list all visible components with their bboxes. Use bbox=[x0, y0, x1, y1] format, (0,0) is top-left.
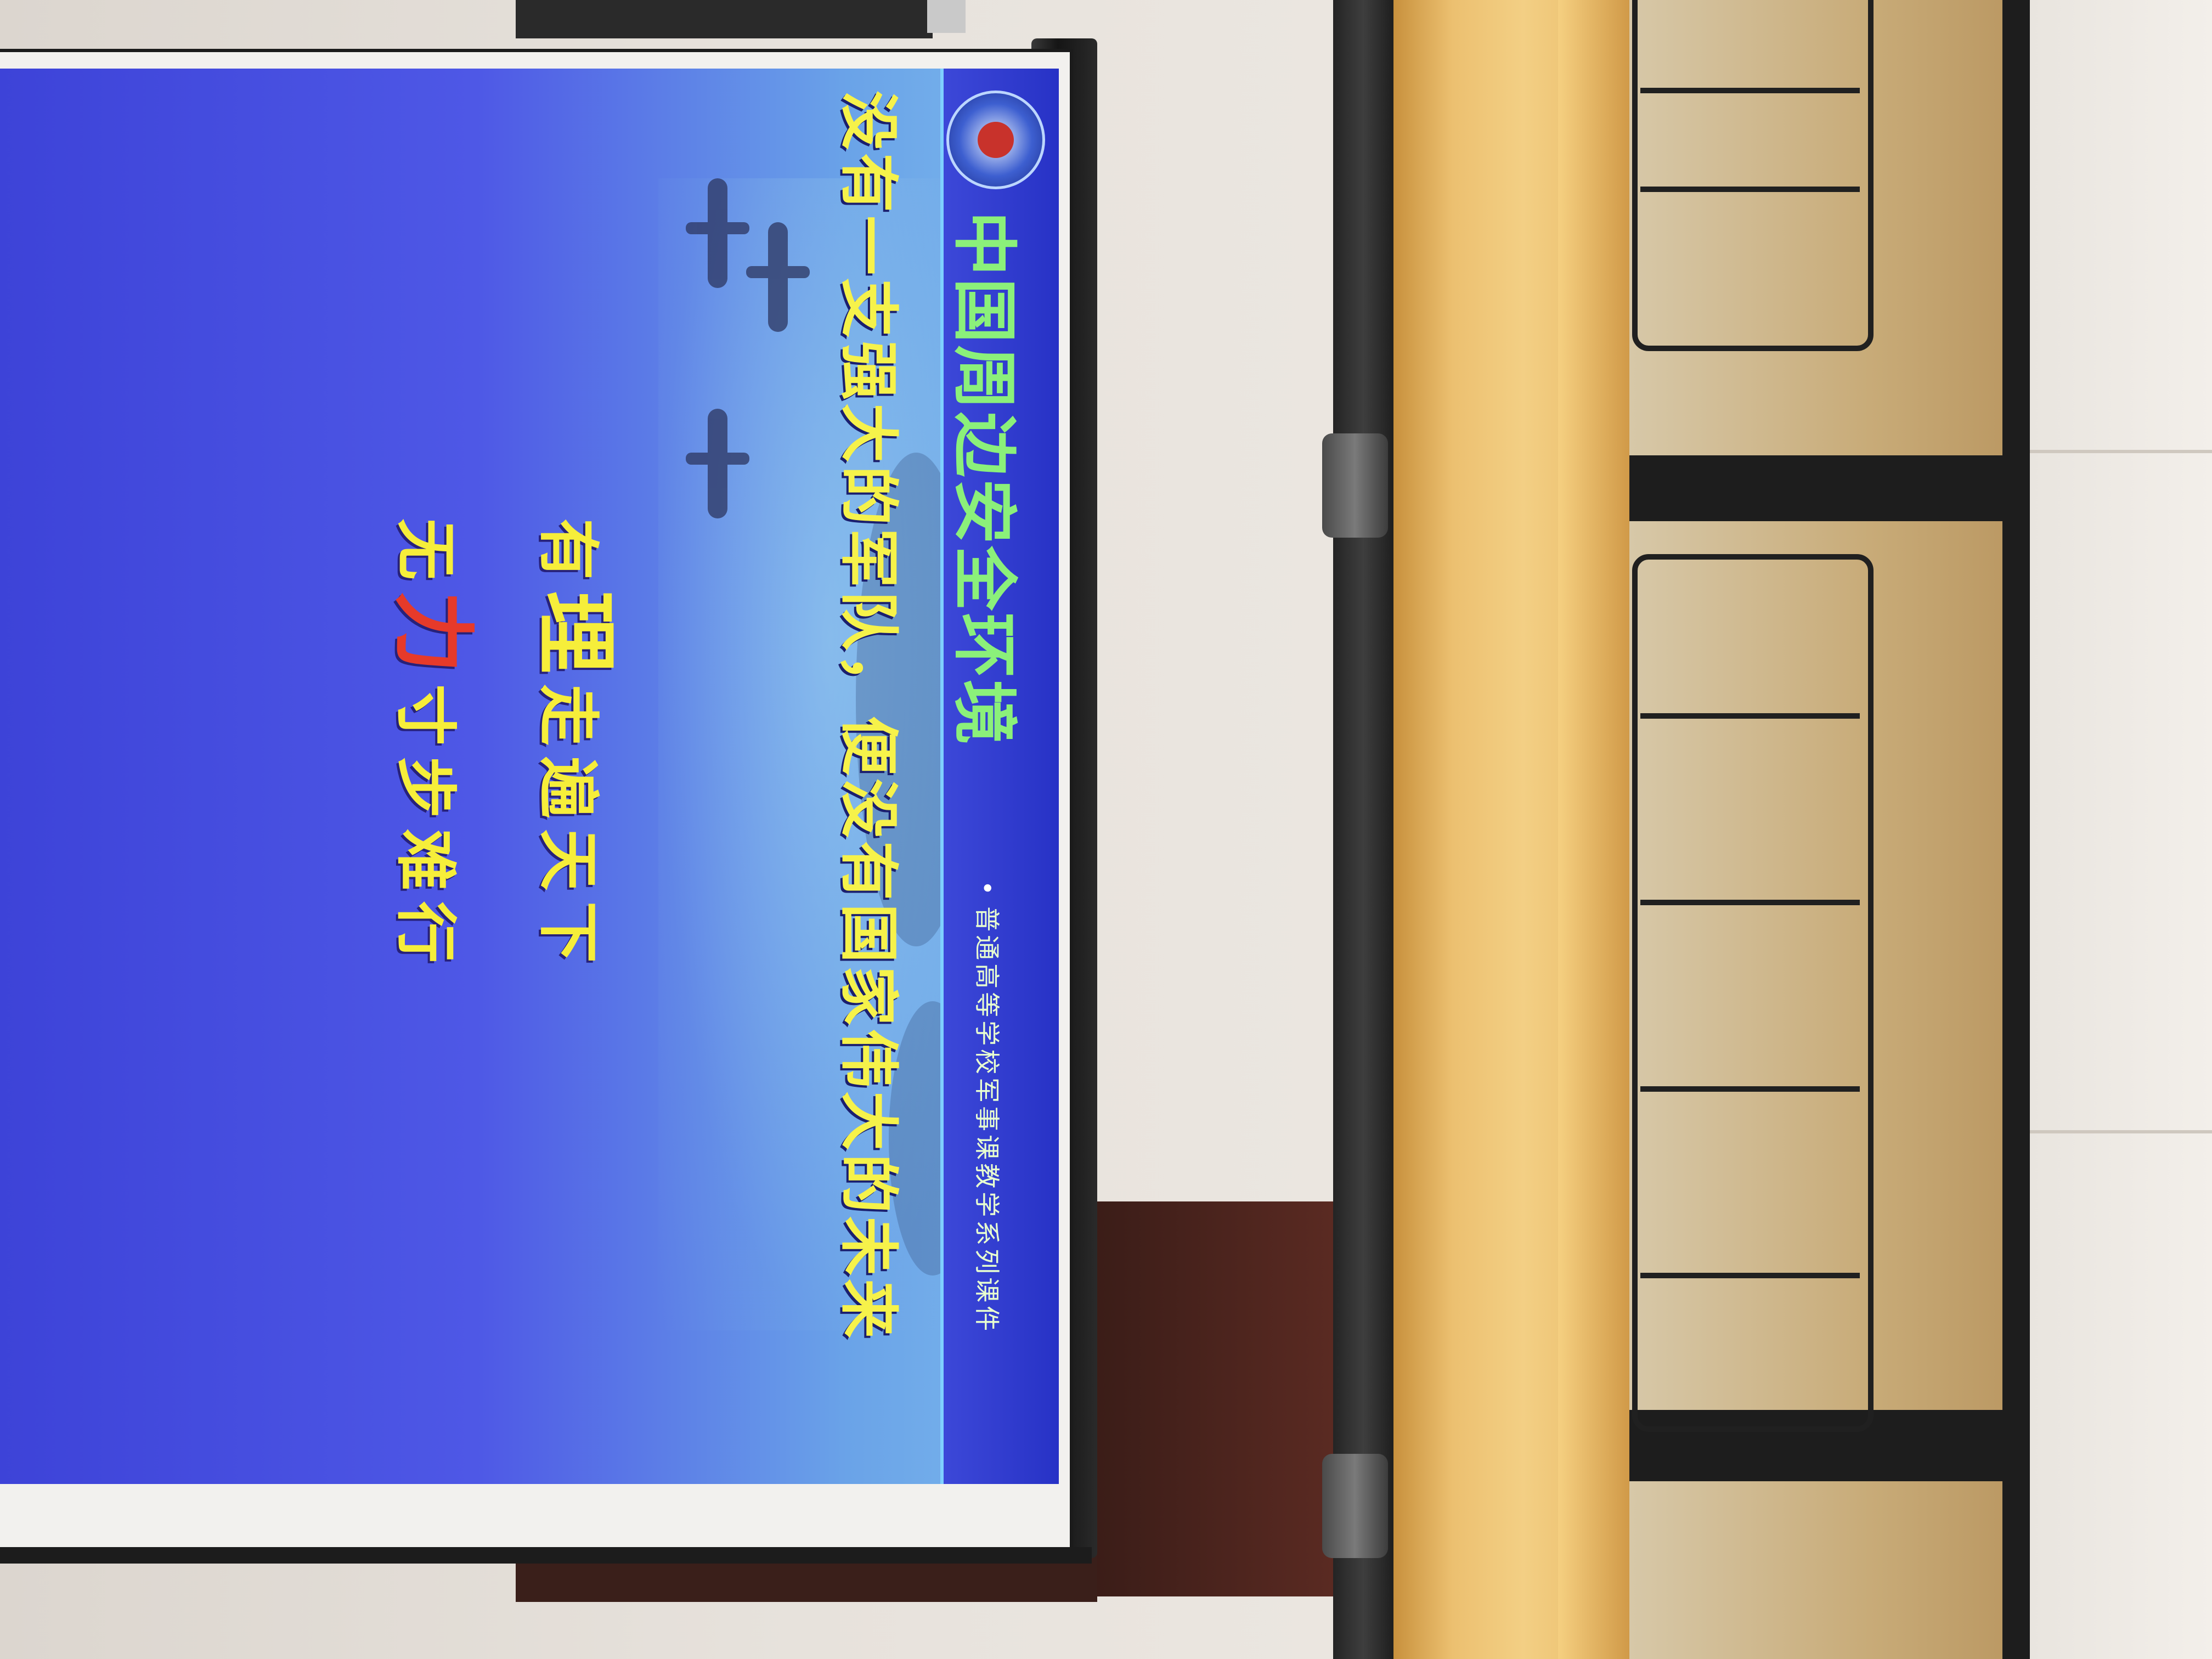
proverb-1-before: 有 bbox=[532, 518, 603, 591]
under-desk-shelf bbox=[1629, 0, 2030, 1659]
series-label: • 普通高等学校军事课教学系列课件 bbox=[970, 881, 1007, 1334]
basket-wire bbox=[1640, 1273, 1860, 1278]
bullet-icon: • bbox=[972, 881, 1002, 899]
aircraft-icon bbox=[686, 409, 749, 518]
screen-bottom-bar bbox=[0, 1547, 1092, 1564]
wire-basket bbox=[1632, 554, 1874, 1432]
emblem-center bbox=[978, 122, 1014, 158]
aircraft-icon bbox=[686, 178, 749, 288]
desk-clamp bbox=[1322, 1454, 1388, 1558]
proverb-1-emphasis: 理 bbox=[527, 591, 623, 685]
emblem-icon bbox=[946, 91, 1045, 189]
wooden-cabinet bbox=[1097, 1201, 1333, 1596]
slide-header: 中国周边安全环境 • 普通高等学校军事课教学系列课件 bbox=[940, 69, 1059, 1484]
proverb-2-emphasis: 力 bbox=[385, 591, 480, 685]
series-label-text: 普通高等学校军事课教学系列课件 bbox=[972, 906, 1002, 1335]
ceiling-rail bbox=[516, 0, 933, 38]
floor bbox=[2030, 0, 2212, 1659]
basket-wire bbox=[1640, 900, 1860, 905]
proverb-2-after: 寸步难行 bbox=[390, 684, 461, 974]
proverb-2-before: 无 bbox=[390, 518, 461, 591]
slide-content: 中国周边安全环境 • 普通高等学校军事课教学系列课件 没有一支强大的军队，便没有国… bbox=[0, 69, 1059, 1484]
desk-edge bbox=[1558, 0, 1629, 1659]
floor-tile-seam bbox=[2030, 1130, 2212, 1133]
wire-basket bbox=[1632, 0, 1874, 351]
sea-horizon bbox=[658, 178, 944, 1330]
basket-wire bbox=[1640, 1086, 1860, 1092]
basket-wire bbox=[1640, 713, 1860, 719]
ceiling-bracket bbox=[927, 0, 966, 33]
section-title: 中国周边安全环境 bbox=[946, 211, 1022, 747]
slide-headline: 没有一支强大的军队，便没有国家伟大的未来 bbox=[834, 91, 902, 1342]
proverb-1-after: 走遍天下 bbox=[532, 684, 603, 974]
proverb-line-1: 有理走遍天下 bbox=[523, 518, 642, 974]
basket-wire bbox=[1640, 187, 1860, 192]
desk-metal-rail bbox=[1333, 0, 1393, 1659]
desk-clamp bbox=[1322, 433, 1388, 538]
proverb-line-2: 无力寸步难行 bbox=[380, 518, 499, 974]
floor-tile-seam bbox=[2030, 450, 2212, 453]
aircraft-icon bbox=[746, 222, 810, 332]
basket-wire bbox=[1640, 88, 1860, 93]
slide: 中国周边安全环境 • 普通高等学校军事课教学系列课件 没有一支强大的军队，便没有国… bbox=[0, 69, 1059, 1484]
